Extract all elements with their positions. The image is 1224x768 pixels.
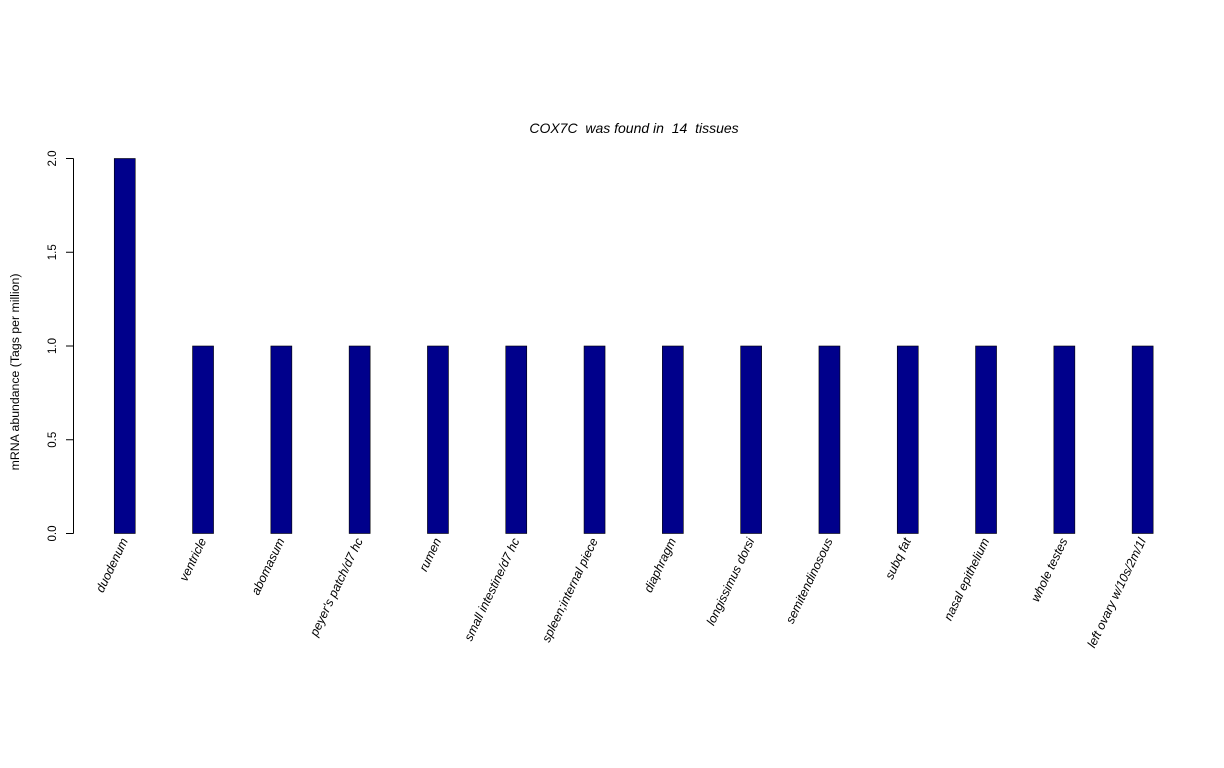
svg-text:1.0: 1.0	[47, 338, 59, 354]
svg-text:0.5: 0.5	[47, 432, 59, 448]
svg-text:mRNA abundance (Tags per milli: mRNA abundance (Tags per million)	[8, 274, 22, 471]
svg-text:1.5: 1.5	[47, 244, 59, 260]
svg-text:2.0: 2.0	[47, 151, 59, 167]
svg-text:0.0: 0.0	[47, 526, 59, 542]
svg-text:COX7C was found in 14 tissu: COX7C was found in 14 tissues	[529, 120, 738, 136]
